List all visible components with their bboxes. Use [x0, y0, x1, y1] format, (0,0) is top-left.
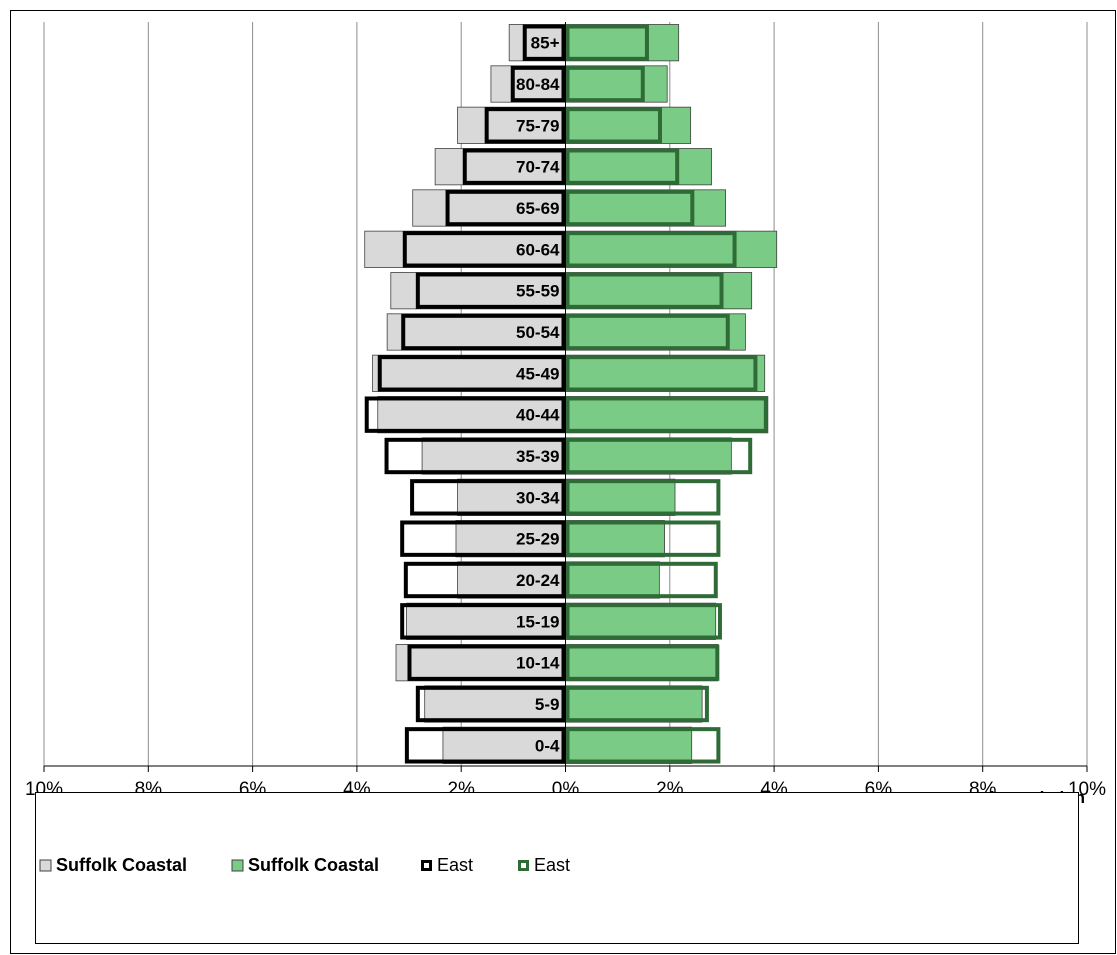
bar-right-suffolk-55-59 [565, 272, 753, 310]
bar-left-suffolk-85+ [508, 24, 566, 62]
bar-left-east-70-74 [462, 148, 566, 185]
bar-left-east-5-9 [415, 685, 566, 723]
age-label: 10-14 [516, 654, 560, 673]
bar-left-east-85+ [522, 24, 566, 61]
bar-left-suffolk-15-19 [406, 602, 566, 640]
legend-swatch [421, 860, 432, 871]
bar-right-suffolk-85+ [565, 24, 680, 62]
bar-left-east-60-64 [402, 231, 566, 268]
bar-left-suffolk-10-14 [395, 644, 566, 682]
bar-left-suffolk-40-44 [377, 396, 566, 434]
age-label: 30-34 [516, 488, 560, 507]
bar-left-suffolk-75-79 [457, 106, 566, 144]
legend: Suffolk Coastal Suffolk Coastal East East [39, 855, 570, 875]
bar-left-suffolk-65-69 [412, 189, 566, 227]
age-label: 20-24 [516, 571, 560, 590]
bar-right-suffolk-5-9 [565, 685, 703, 723]
bar-right-east-35-39 [565, 437, 753, 475]
age-label: 45-49 [516, 364, 559, 383]
legend-label: Suffolk Coastal [56, 855, 187, 875]
bar-right-east-85+ [565, 24, 649, 61]
legend-box [35, 792, 1079, 944]
age-label: 35-39 [516, 447, 559, 466]
legend-label: Suffolk Coastal [248, 855, 379, 875]
bar-right-suffolk-25-29 [565, 520, 665, 558]
age-label: 65-69 [516, 199, 559, 218]
bar-right-east-45-49 [565, 355, 758, 392]
bar-right-suffolk-20-24 [565, 561, 660, 599]
bar-right-suffolk-45-49 [565, 354, 766, 392]
age-label: 85+ [531, 34, 560, 53]
legend-swatch [39, 859, 52, 872]
bar-left-east-15-19 [400, 603, 566, 640]
bar-right-suffolk-10-14 [565, 644, 719, 682]
bar-left-suffolk-70-74 [434, 148, 566, 186]
bars [364, 22, 778, 766]
legend-swatch [231, 859, 244, 872]
bar-left-east-10-14 [407, 644, 566, 681]
bar-left-suffolk-55-59 [390, 272, 566, 310]
age-label: 80-84 [516, 75, 560, 94]
bar-right-east-55-59 [565, 272, 724, 309]
bar-right-east-30-34 [565, 479, 721, 516]
bar-left-east-45-49 [377, 355, 566, 392]
bar-right-suffolk-65-69 [565, 189, 727, 227]
bar-left-east-25-29 [400, 520, 566, 557]
bar-right-east-40-44 [565, 396, 768, 433]
bar-right-suffolk-0-4 [565, 726, 693, 764]
bar-right-east-60-64 [565, 231, 737, 268]
age-label: 25-29 [516, 530, 559, 549]
bar-right-east-20-24 [565, 561, 718, 599]
age-label: 50-54 [516, 323, 560, 342]
bar-right-suffolk-40-44 [565, 396, 769, 434]
bar-left-east-75-79 [484, 107, 566, 144]
bar-right-east-75-79 [565, 107, 662, 144]
legend-swatch [518, 860, 529, 871]
bar-left-suffolk-0-4 [442, 726, 566, 764]
bar-right-east-10-14 [565, 644, 720, 681]
bar-right-east-15-19 [565, 603, 722, 640]
bar-left-east-40-44 [364, 396, 566, 433]
age-label: 70-74 [516, 158, 560, 177]
bar-right-suffolk-75-79 [565, 106, 692, 144]
bar-right-east-0-4 [565, 727, 721, 764]
bar-right-suffolk-30-34 [565, 478, 676, 516]
age-label: 15-19 [516, 612, 559, 631]
age-label: 40-44 [516, 406, 560, 425]
bar-right-east-25-29 [565, 520, 721, 557]
bar-right-east-50-54 [565, 313, 730, 351]
bar-right-suffolk-15-19 [565, 602, 717, 640]
legend-label: East [437, 855, 473, 875]
bar-left-east-0-4 [404, 727, 566, 764]
bar-left-suffolk-45-49 [372, 354, 566, 392]
bar-right-east-80-84 [565, 65, 645, 103]
age-label: 55-59 [516, 282, 559, 301]
bar-right-suffolk-35-39 [565, 437, 732, 475]
bar-right-suffolk-60-64 [565, 230, 778, 268]
bar-right-east-5-9 [565, 685, 709, 723]
bar-left-east-50-54 [401, 313, 566, 351]
bar-right-suffolk-50-54 [565, 313, 746, 351]
bar-left-east-30-34 [410, 479, 566, 516]
age-label: 0-4 [535, 736, 560, 755]
bar-right-suffolk-80-84 [565, 65, 668, 103]
bar-left-east-20-24 [403, 561, 566, 599]
age-label: 75-79 [516, 116, 559, 135]
bar-right-suffolk-70-74 [565, 148, 712, 186]
bar-left-suffolk-50-54 [386, 313, 566, 351]
bar-left-east-35-39 [384, 437, 566, 475]
bar-left-suffolk-80-84 [490, 65, 566, 103]
bar-left-suffolk-35-39 [421, 437, 566, 475]
bar-left-east-65-69 [445, 189, 566, 227]
legend-label: East [534, 855, 570, 875]
bar-left-east-55-59 [415, 272, 566, 309]
age-label: 5-9 [535, 695, 560, 714]
bar-left-east-80-84 [510, 65, 566, 103]
bar-right-east-70-74 [565, 148, 680, 185]
bar-right-east-65-69 [565, 189, 695, 227]
age-label: 60-64 [516, 240, 560, 259]
age-group-labels: 0-4 5-9 10-14 15-19 20-24 25-29 30-34 35-39 40-4… [516, 34, 560, 756]
